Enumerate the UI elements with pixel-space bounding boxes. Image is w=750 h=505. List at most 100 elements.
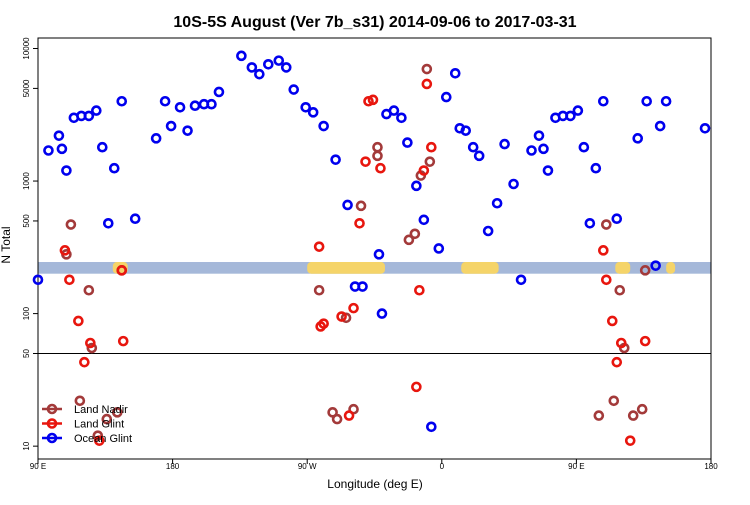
ocean-glint-point <box>402 137 413 148</box>
ocean-glint-point <box>433 243 445 254</box>
land-nadir-point <box>101 413 113 425</box>
ocean-glint-point <box>578 141 590 153</box>
land-glint-point <box>611 356 623 368</box>
legend-label-land-glint: Land Glint <box>74 419 124 431</box>
legend-label-ocean-glint: Ocean Glint <box>74 433 132 445</box>
ocean-glint-point <box>300 102 312 113</box>
land-glint-point <box>615 337 627 349</box>
land-glint-point <box>624 435 636 446</box>
legend-label-land-nadir: Land Nadir <box>74 404 128 416</box>
legend-marker-land-nadir <box>46 403 58 415</box>
land-glint-point <box>116 265 128 276</box>
land-nadir-point <box>608 395 620 407</box>
legend-marker-ocean-glint <box>46 432 58 444</box>
ocean-glint-point <box>396 112 407 124</box>
x-tick-label: 0 <box>440 462 445 471</box>
ocean-glint-point <box>102 218 114 229</box>
ocean-glint-point <box>388 105 400 116</box>
land-nadir-point <box>355 200 367 212</box>
x-tick-label: 180 <box>166 462 180 471</box>
land-glint-point <box>348 302 359 314</box>
ocean-glint-point <box>650 260 661 271</box>
land-glint-point <box>318 318 329 329</box>
y-tick-label: 5000 <box>22 79 31 97</box>
land-glint-point <box>85 337 96 349</box>
chart-title: 10S-5S August (Ver 7b_s31) 2014-09-06 to… <box>173 14 576 31</box>
plot-area: 90 E 180 90 W 0 90 E 180 10 50 100 500 1000 5000 100… <box>22 37 718 471</box>
y-axis-label: N Total <box>0 226 13 263</box>
ocean-glint-point <box>515 274 527 286</box>
ocean-glint-point <box>426 421 437 433</box>
land-nadir-point <box>331 413 343 425</box>
x-tick-label: 180 <box>704 462 718 471</box>
ocean-glint-point <box>611 213 623 224</box>
ocean-glint-point <box>373 249 385 260</box>
land-glint-point <box>336 311 347 322</box>
ocean-glint-point <box>508 178 519 190</box>
land-glint-point <box>598 245 609 256</box>
ocean-glint-point <box>449 67 461 79</box>
ocean-glint-point <box>590 162 602 174</box>
land-glint-point <box>117 335 129 347</box>
land-glint-point <box>79 356 90 368</box>
land-nadir-point <box>313 284 325 296</box>
legend-marker-land-glint <box>46 418 58 429</box>
ocean-glint-point <box>273 55 285 66</box>
ocean-glint-point <box>499 138 510 150</box>
ocean-glint-point <box>482 225 494 237</box>
y-tick-label: 10000 <box>22 37 31 60</box>
land-nadir-point <box>403 234 415 246</box>
ocean-glint-point <box>61 165 72 176</box>
land-nadir-point <box>111 407 123 418</box>
y-tick-label: 50 <box>22 349 31 358</box>
ocean-glint-point <box>91 105 102 116</box>
ocean-glint-point <box>83 110 95 122</box>
land-patch <box>461 262 499 274</box>
land-glint-point <box>94 435 105 446</box>
ocean-glint-point <box>440 91 452 103</box>
ocean-glint-point <box>53 130 65 141</box>
land-nadir-point <box>86 342 98 354</box>
ocean-glint-point <box>189 100 201 112</box>
ocean-glint-point <box>254 68 265 80</box>
ocean-glint-point <box>32 274 44 286</box>
ocean-glint-point <box>330 154 341 165</box>
y-tick-label: 1000 <box>22 172 31 190</box>
ocean-glint-point <box>632 133 644 144</box>
land-patch <box>307 262 385 274</box>
ocean-glint-point <box>159 95 171 107</box>
land-glint-point <box>375 162 386 174</box>
y-tick-label: 500 <box>22 214 31 228</box>
land-glint-point <box>73 315 84 327</box>
ocean-glint-point <box>165 120 177 132</box>
ocean-glint-point <box>473 150 485 162</box>
land-nadir-point <box>627 410 639 421</box>
ocean-glint-point <box>108 162 120 174</box>
land-nadir-point <box>92 430 104 441</box>
y-tick-label: 100 <box>22 306 31 320</box>
land-glint-point <box>606 315 618 327</box>
ocean-glint-point <box>491 197 503 209</box>
ocean-glint-point <box>598 95 609 107</box>
ocean-glint-point <box>660 95 672 107</box>
land-glint-point <box>421 78 433 90</box>
ocean-glint-point <box>43 145 54 156</box>
ocean-glint-point <box>246 62 258 73</box>
land-glint-point <box>426 141 437 153</box>
ocean-glint-point <box>538 143 549 155</box>
x-tick-label: 90 E <box>30 462 46 471</box>
land-nadir-point <box>614 284 626 296</box>
land-glint-point <box>418 165 430 176</box>
ocean-glint-point <box>150 133 162 144</box>
land-glint-point <box>367 94 379 106</box>
ocean-glint-point <box>411 180 422 192</box>
ocean-glint-point <box>572 105 584 116</box>
land-glint-point <box>343 410 355 421</box>
ocean-glint-point <box>288 84 300 95</box>
x-tick-label: 90 W <box>298 462 317 471</box>
land-glint-point <box>313 241 325 252</box>
ocean-glint-point <box>206 98 217 110</box>
ocean-glint-point <box>376 308 388 319</box>
